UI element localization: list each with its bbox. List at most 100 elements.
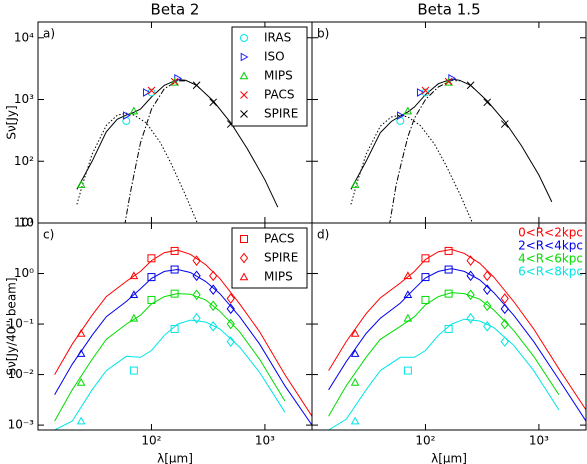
marker — [209, 321, 218, 332]
x-axis-label: λ[μm] — [431, 452, 467, 464]
marker — [226, 318, 235, 330]
marker — [76, 349, 86, 357]
model-curve — [328, 292, 560, 417]
marker — [192, 289, 201, 301]
marker — [416, 88, 425, 97]
y-axis-label: Sν[Jy/40'' beam] — [5, 277, 19, 375]
y-axis-label: Sν[Jy] — [5, 105, 19, 139]
legend-box — [231, 26, 308, 127]
marker — [142, 88, 151, 97]
panel-label: d) — [317, 228, 329, 242]
marker — [209, 284, 218, 295]
marker — [122, 111, 131, 120]
plot-area — [76, 74, 279, 223]
marker — [403, 366, 412, 375]
marker — [403, 271, 413, 280]
model-curve — [124, 80, 186, 223]
marker — [350, 349, 360, 357]
panel-title: Beta 2 — [151, 1, 200, 19]
legend-label: MIPS — [264, 270, 293, 284]
marker — [500, 336, 509, 347]
y-tick-label: 10⁰ — [14, 266, 34, 280]
marker — [444, 77, 453, 86]
marker — [192, 81, 201, 90]
marker — [403, 106, 413, 115]
legend-label: 2<R<4kpc — [518, 239, 583, 253]
panel-label: b) — [317, 27, 329, 41]
legend-box — [231, 227, 308, 289]
marker — [421, 254, 430, 263]
marker — [209, 270, 218, 282]
marker — [444, 324, 453, 333]
marker — [240, 235, 248, 243]
marker — [170, 289, 179, 298]
panel-frame — [311, 222, 587, 431]
panel-label: c) — [43, 228, 54, 242]
marker — [444, 77, 453, 86]
marker — [421, 88, 430, 97]
marker — [239, 252, 249, 264]
marker — [403, 290, 413, 299]
x-tick-label: 10³ — [529, 434, 549, 448]
marker — [170, 324, 179, 333]
marker — [129, 290, 139, 299]
marker — [129, 366, 138, 375]
marker — [500, 120, 509, 128]
panel-frame — [311, 21, 587, 224]
marker — [483, 284, 492, 295]
legend-label: MIPS — [264, 69, 293, 83]
plot-area — [350, 74, 553, 223]
marker — [466, 255, 475, 266]
marker — [240, 34, 248, 42]
marker — [240, 52, 249, 62]
marker — [421, 295, 430, 304]
marker — [466, 312, 475, 324]
model-curve — [350, 78, 553, 203]
model-curve — [328, 318, 560, 430]
marker — [170, 77, 179, 86]
model-curve — [389, 79, 460, 223]
marker — [396, 111, 405, 120]
marker — [350, 377, 360, 386]
marker — [466, 270, 475, 282]
marker — [129, 106, 139, 115]
y-tick-label: 10 — [19, 216, 34, 230]
y-tick-label: 10³ — [14, 92, 34, 106]
legend-label: SPIRE — [264, 251, 298, 265]
y-tick-label: 10⁻³ — [8, 418, 35, 432]
marker — [170, 77, 179, 86]
x-axis-label: λ[μm] — [157, 452, 193, 464]
y-tick-label: 10⁻¹ — [8, 317, 35, 331]
panel: Beta 2 a) Sν[Jy] 10 10² 10³ 10⁴ IRAS ISO MIPS PACS… — [5, 1, 313, 230]
marker — [421, 86, 430, 95]
marker — [500, 303, 509, 315]
marker — [239, 71, 249, 80]
marker — [76, 179, 86, 188]
model-curve — [76, 79, 279, 208]
marker — [444, 246, 453, 255]
panel: d) λ[μm] 10² 10³ 0<R<2kpc2<R<4kpc4<R<6kpc6<R… — [311, 222, 587, 464]
legend-label: 6<R<8kpc — [518, 265, 583, 279]
plot-area — [328, 246, 586, 430]
marker — [466, 81, 475, 90]
model-curve — [54, 319, 286, 430]
marker — [170, 246, 179, 255]
panel: c) Sν[Jy/40'' beam] λ[μm] 10² 10³ 10⁻³ 10⁻² 10⁻… — [5, 216, 313, 464]
marker — [209, 98, 218, 107]
marker — [147, 86, 156, 95]
marker — [240, 91, 248, 99]
legend-label: 0<R<2kpc — [518, 226, 583, 240]
marker — [192, 312, 201, 324]
marker — [147, 295, 156, 304]
marker — [483, 98, 492, 107]
marker — [76, 377, 86, 386]
y-tick-label: 10² — [14, 154, 34, 168]
marker — [76, 328, 86, 337]
marker — [466, 289, 475, 301]
marker — [240, 110, 248, 118]
marker — [350, 416, 360, 425]
model-curve — [54, 268, 312, 426]
x-tick-label: 10³ — [255, 434, 275, 448]
marker — [226, 293, 235, 304]
